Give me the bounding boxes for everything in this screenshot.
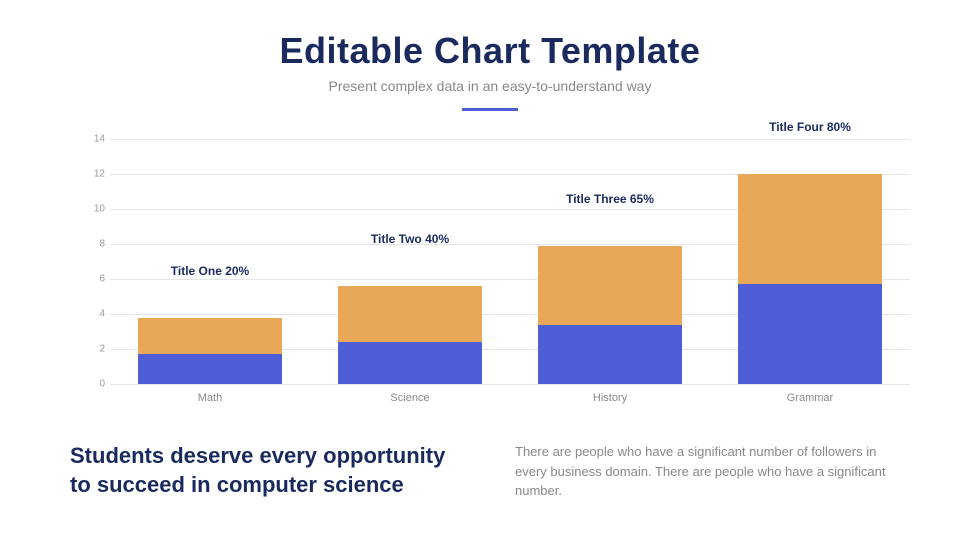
bar-group: Title Three 65% (538, 139, 682, 384)
footer-heading: Students deserve every opportunity to su… (70, 442, 465, 501)
bar-segment-bottom (538, 325, 682, 385)
slide-container: Editable Chart Template Present complex … (0, 0, 980, 551)
bar-label: Title Three 65% (502, 192, 718, 206)
y-tick: 6 (75, 274, 105, 285)
bar-stack (538, 246, 682, 384)
bar-stack (738, 174, 882, 384)
bar-segment-top (338, 286, 482, 342)
x-tick: Math (138, 392, 282, 404)
x-tick: History (538, 392, 682, 404)
bar-label: Title One 20% (102, 264, 318, 278)
bar-segment-top (138, 318, 282, 355)
grid-line (110, 384, 910, 385)
x-axis: Math Science History Grammar (110, 392, 910, 404)
bar-group: Title Two 40% (338, 139, 482, 384)
bar-stack (138, 318, 282, 385)
y-tick: 14 (75, 134, 105, 145)
x-tick: Science (338, 392, 482, 404)
y-tick: 0 (75, 379, 105, 390)
bar-segment-top (738, 174, 882, 284)
bar-group: Title Four 80% (738, 139, 882, 384)
header: Editable Chart Template Present complex … (60, 30, 920, 111)
y-axis: 02468101214 (75, 139, 105, 384)
y-tick: 4 (75, 309, 105, 320)
footer-body: There are people who have a significant … (515, 442, 910, 501)
y-tick: 8 (75, 239, 105, 250)
y-tick: 12 (75, 169, 105, 180)
page-title: Editable Chart Template (60, 30, 920, 72)
bar-label: Title Four 80% (702, 120, 918, 134)
x-tick: Grammar (738, 392, 882, 404)
y-tick: 10 (75, 204, 105, 215)
bar-segment-top (538, 246, 682, 325)
bar-segment-bottom (338, 342, 482, 384)
bar-label: Title Two 40% (302, 232, 518, 246)
title-divider (462, 108, 518, 111)
y-tick: 2 (75, 344, 105, 355)
bar-segment-bottom (138, 354, 282, 384)
page-subtitle: Present complex data in an easy-to-under… (60, 78, 920, 94)
bars-container: Title One 20% Title Two 40% Title Three 65… (110, 139, 910, 384)
footer: Students deserve every opportunity to su… (60, 442, 920, 501)
bar-stack (338, 286, 482, 384)
bar-group: Title One 20% (138, 139, 282, 384)
chart-area: 02468101214 Title One 20%Title Two 40%Ti… (110, 139, 910, 384)
bar-segment-bottom (738, 284, 882, 384)
